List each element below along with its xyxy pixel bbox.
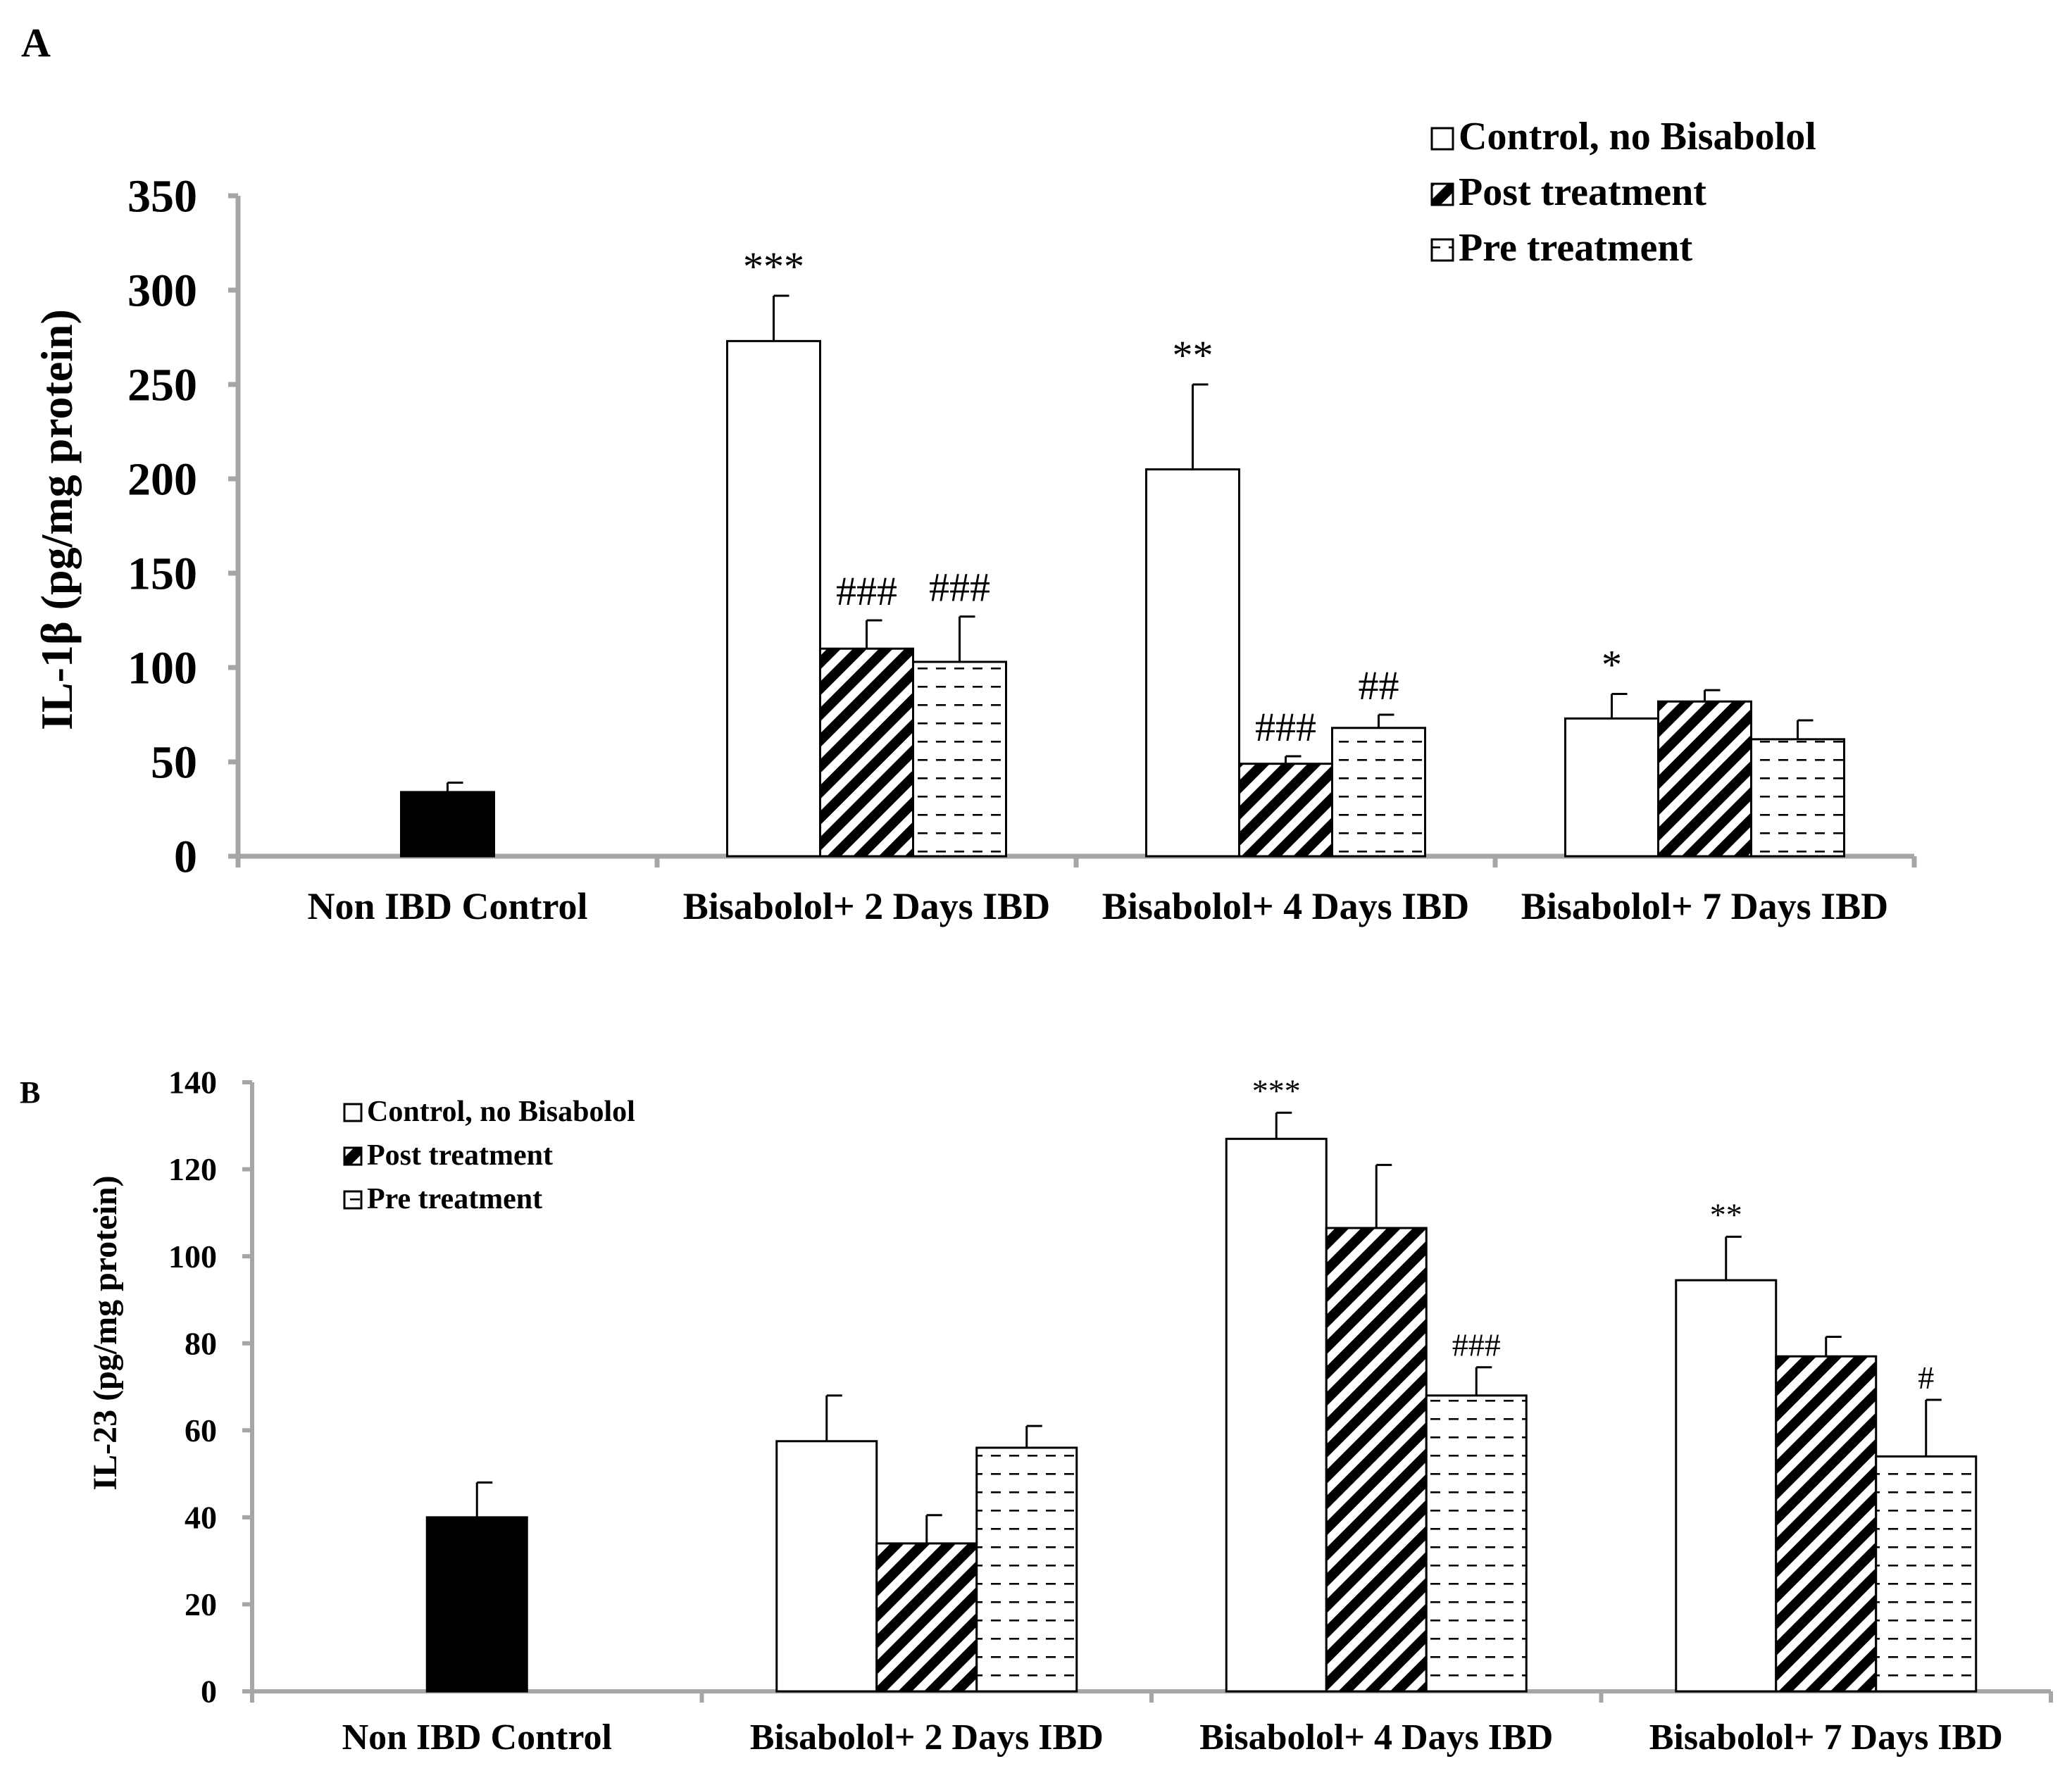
significance-annotation: ## <box>1359 663 1399 708</box>
y-tick-label: 0 <box>174 831 197 882</box>
panel-b-plot-area: 0 20 40 60 80 100 120 140 Non IBD Control Bisabol… <box>168 1065 2053 1758</box>
bar <box>1564 717 1659 858</box>
y-tick-label: 250 <box>127 359 197 411</box>
legend-swatch <box>343 1103 363 1122</box>
bar <box>1145 468 1240 858</box>
legend-swatch <box>343 1146 363 1166</box>
y-tick-label: 50 <box>151 737 197 788</box>
y-tick-label: 40 <box>185 1499 217 1535</box>
bar <box>1425 1394 1528 1693</box>
y-tick-label: 60 <box>185 1413 217 1448</box>
bar <box>1238 763 1333 858</box>
legend-swatch <box>1430 127 1454 151</box>
legend-label: Control, no Bisabolol <box>1459 115 1816 158</box>
x-category-label: Bisabolol+ 7 Days IBD <box>1649 1717 2003 1758</box>
y-tick-label: 20 <box>185 1586 217 1622</box>
x-category-label: Bisabolol+ 4 Days IBD <box>1199 1717 1553 1758</box>
panel-b-y-axis-title: IL-23 (pg/mg protein) <box>87 1175 124 1490</box>
significance-annotation: * <box>1602 642 1622 688</box>
panel-b-legend: Control, no Bisabolol Post treatment Pre t… <box>343 1096 635 1215</box>
x-category-label: Non IBD Control <box>307 885 587 927</box>
significance-annotation: ** <box>1710 1196 1742 1232</box>
y-tick-label: 150 <box>127 548 197 599</box>
x-category-label: Bisabolol+ 2 Days IBD <box>683 885 1050 927</box>
bar <box>726 339 821 858</box>
bar <box>975 1446 1078 1693</box>
legend-label: Post treatment <box>367 1139 553 1172</box>
panel-a-legend: Control, no Bisabolol Post treatment Pre t… <box>1430 115 1816 270</box>
panel-a-letter: A <box>21 20 51 65</box>
significance-annotation: ### <box>1255 704 1316 750</box>
legend-label: Pre treatment <box>1459 226 1693 270</box>
x-category-label: Bisabolol+ 7 Days IBD <box>1521 885 1888 927</box>
bar <box>1775 1355 1878 1693</box>
significance-annotation: *** <box>743 244 804 289</box>
panel-a-y-axis-title-group: IL-1β (pg/mg protein) <box>32 309 82 730</box>
bar <box>1331 727 1426 858</box>
bar <box>425 1516 528 1693</box>
bar <box>1875 1455 1978 1693</box>
legend-label: Post treatment <box>1459 170 1706 214</box>
x-category-label: Bisabolol+ 4 Days IBD <box>1102 885 1469 927</box>
panel-a-y-axis-title: IL-1β (pg/mg protein) <box>32 309 82 730</box>
significance-annotation: *** <box>1252 1072 1301 1108</box>
y-tick-label: 140 <box>168 1065 217 1101</box>
panel-b-chart: B IL-23 (pg/mg protein) 0 20 40 60 80 100 120 1… <box>20 1065 2053 1758</box>
y-tick-label: 100 <box>127 642 197 694</box>
legend-swatch <box>1430 238 1454 262</box>
panel-b-letter: B <box>20 1075 40 1110</box>
bar <box>875 1542 978 1693</box>
y-tick-label: 80 <box>185 1325 217 1361</box>
panel-a-plot-area: 0 50 100 150 200 250 300 350 Non IBD Control Bisa… <box>127 170 1917 927</box>
legend-label: Pre treatment <box>367 1183 542 1215</box>
y-tick-label: 0 <box>201 1674 217 1710</box>
bar <box>912 660 1007 858</box>
bar <box>775 1440 878 1693</box>
x-category-label: Bisabolol+ 2 Days IBD <box>750 1717 1104 1758</box>
panel-a-chart: A IL-1β (pg/mg protein) 0 50 100 150 200 250 3… <box>21 20 1917 927</box>
bar <box>1325 1227 1428 1693</box>
panel-b-y-axis-title-group: IL-23 (pg/mg protein) <box>87 1175 124 1490</box>
legend-swatch <box>1430 182 1454 206</box>
bar <box>400 791 495 858</box>
legend-label: Control, no Bisabolol <box>367 1096 635 1128</box>
bar <box>819 647 914 858</box>
bar <box>1750 738 1845 858</box>
significance-annotation: ### <box>836 568 897 614</box>
y-tick-label: 300 <box>127 265 197 316</box>
significance-annotation: ** <box>1173 332 1213 378</box>
bar <box>1225 1137 1328 1693</box>
bar <box>1657 700 1752 858</box>
x-category-label: Non IBD Control <box>342 1717 612 1758</box>
bar <box>1675 1279 1778 1693</box>
legend-swatch <box>343 1190 363 1210</box>
significance-annotation: ### <box>929 565 990 610</box>
significance-annotation: # <box>1918 1360 1934 1396</box>
y-tick-label: 100 <box>168 1239 217 1274</box>
significance-annotation: ### <box>1452 1327 1501 1363</box>
y-tick-label: 200 <box>127 453 197 505</box>
y-tick-label: 120 <box>168 1151 217 1187</box>
y-tick-label: 350 <box>127 170 197 222</box>
